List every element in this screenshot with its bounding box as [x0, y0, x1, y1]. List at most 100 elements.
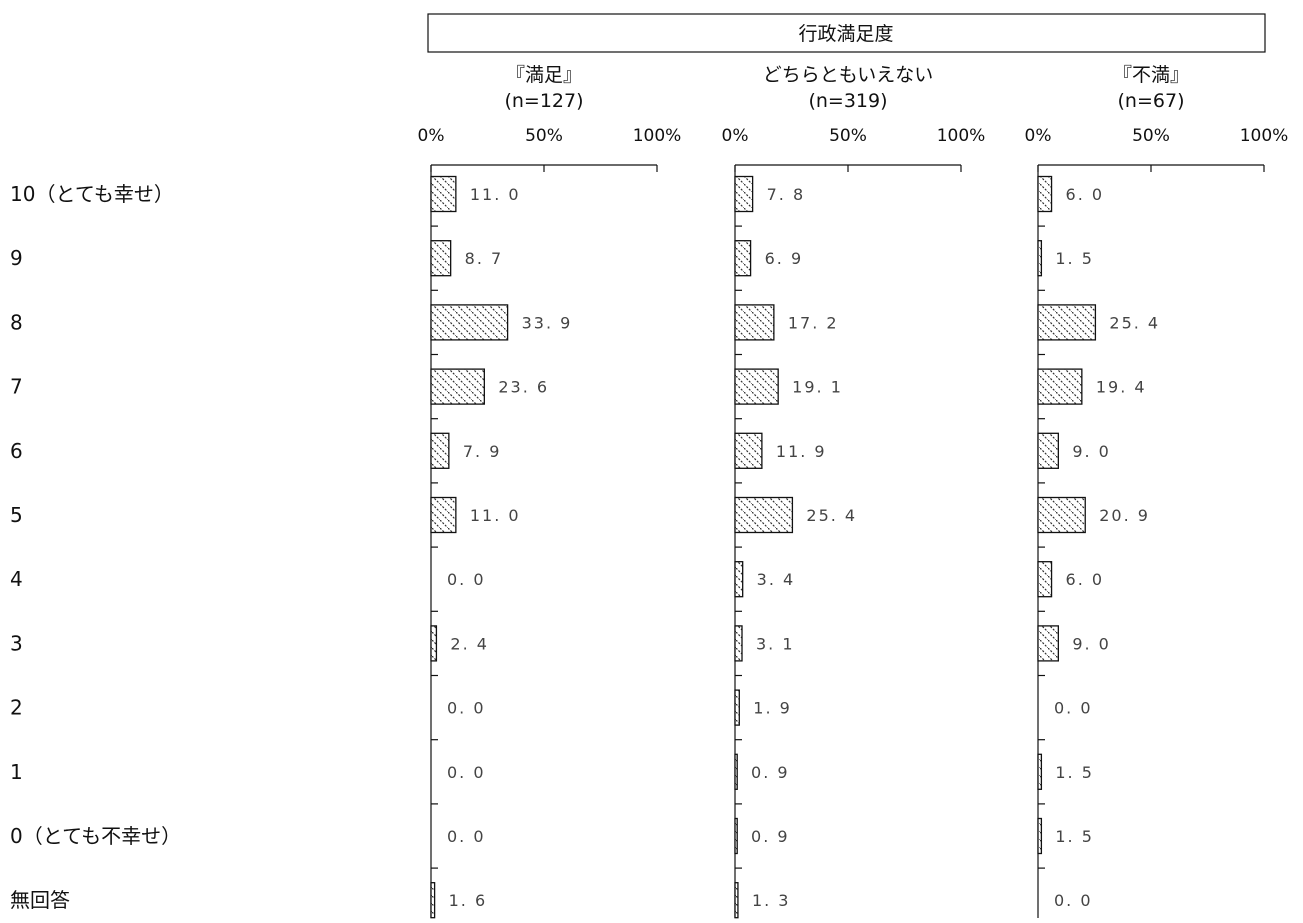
series-n-label: (n=319): [808, 90, 887, 112]
tick-label: 0%: [418, 126, 445, 146]
data-label: 1. 3: [752, 891, 791, 910]
bar: [734, 496, 794, 534]
category-label: 4: [10, 567, 23, 591]
data-label: 9. 0: [1072, 442, 1111, 461]
data-label: 25. 4: [806, 506, 857, 525]
panel-2: どちらともいえない (n=319) 0% 50% 100% 7. 8 6. 9 17. 2 19…: [722, 64, 986, 919]
category-label: 9: [10, 246, 23, 270]
bar: [734, 882, 739, 919]
data-label: 9. 0: [1072, 634, 1111, 653]
category-labels: 10（とても幸せ） 9 8 7 6 5 4 3 2 1 0（とても不幸せ） 無回答: [10, 182, 181, 912]
tick-label: 0%: [1025, 126, 1052, 146]
chart-title: 行政満足度: [798, 23, 893, 45]
bar: [734, 175, 754, 213]
data-label: 3. 4: [757, 570, 796, 589]
data-label: 6. 0: [1066, 570, 1105, 589]
data-label: 8. 7: [465, 249, 504, 268]
data-label: 0. 0: [1054, 699, 1093, 718]
category-label: 8: [10, 310, 23, 334]
chart-header: 行政満足度: [427, 13, 1266, 53]
tick-label: 50%: [1132, 126, 1170, 146]
bar: [734, 561, 744, 598]
bar: [1037, 368, 1083, 405]
data-label: 1. 5: [1055, 763, 1094, 782]
data-label: 2. 4: [450, 634, 489, 653]
bar: [734, 689, 740, 726]
data-label: 0. 0: [447, 570, 486, 589]
category-label: 0（とても不幸せ）: [10, 824, 181, 848]
data-label: 6. 9: [765, 249, 804, 268]
bar: [1037, 753, 1043, 790]
category-label: 3: [10, 631, 23, 655]
data-label: 20. 9: [1099, 506, 1150, 525]
chart-title-box: [427, 13, 1266, 53]
bar: [430, 368, 485, 405]
data-label: 7. 8: [767, 185, 806, 204]
data-label: 6. 0: [1066, 185, 1105, 204]
data-label: 0. 9: [751, 763, 790, 782]
bar: [1037, 175, 1053, 213]
data-label: 0. 9: [751, 827, 790, 846]
panel-3: 『不満』 (n=67) 0% 50% 100% 6. 0 1. 5 25. 4 19. 4 9. …: [1025, 64, 1289, 918]
bar: [430, 882, 436, 919]
data-label: 1. 9: [753, 699, 792, 718]
tick-label: 50%: [525, 126, 563, 146]
bar: [430, 496, 457, 534]
bar: [430, 240, 452, 277]
series-name: どちらともいえない: [763, 64, 934, 86]
bar: [734, 240, 752, 277]
data-label: 1. 5: [1055, 827, 1094, 846]
bar: [734, 432, 763, 469]
data-label: 11. 0: [470, 185, 521, 204]
bar: [1037, 496, 1086, 534]
series-n-label: (n=127): [504, 90, 583, 112]
bar: [1037, 304, 1097, 341]
data-label: 33. 9: [522, 313, 573, 332]
data-label: 25. 4: [1109, 313, 1160, 332]
bar: [1037, 625, 1059, 662]
panel-1: 『満足』 (n=127) 0% 50% 100% 11. 0 8. 7 33. 9 23. 6 7…: [418, 64, 682, 919]
data-label: 17. 2: [788, 313, 839, 332]
data-label: 11. 0: [470, 506, 521, 525]
bar: [430, 304, 509, 341]
category-label: 1: [10, 760, 23, 784]
data-label: 3. 1: [756, 634, 795, 653]
bar: [430, 432, 450, 469]
bar: [734, 625, 743, 662]
data-label: 0. 0: [447, 827, 486, 846]
data-label: 1. 5: [1055, 249, 1094, 268]
tick-label: 100%: [1240, 126, 1289, 146]
category-label: 無回答: [10, 888, 70, 912]
series-name: 『不満』: [1113, 64, 1189, 86]
data-label: 1. 6: [449, 891, 488, 910]
data-label: 7. 9: [463, 442, 502, 461]
bar: [430, 175, 457, 213]
data-label: 11. 9: [776, 442, 827, 461]
category-label: 5: [10, 503, 23, 527]
data-label: 19. 4: [1096, 378, 1147, 397]
data-label: 0. 0: [447, 763, 486, 782]
bar: [1037, 432, 1059, 469]
tick-label: 0%: [722, 126, 749, 146]
tick-label: 100%: [633, 126, 682, 146]
bar: [1037, 240, 1043, 277]
tick-label: 100%: [937, 126, 986, 146]
category-label: 6: [10, 439, 23, 463]
series-n-label: (n=67): [1118, 90, 1185, 112]
bar: [734, 753, 738, 790]
bar: [430, 625, 438, 662]
tick-label: 50%: [829, 126, 867, 146]
bar: [1037, 561, 1053, 598]
chart-panels: 『満足』 (n=127) 0% 50% 100% 11. 0 8. 7 33. 9 23. 6 7…: [418, 64, 1289, 919]
series-name: 『満足』: [506, 64, 582, 86]
bar: [734, 368, 779, 405]
data-label: 19. 1: [792, 378, 843, 397]
data-label: 23. 6: [498, 378, 549, 397]
category-label: 10（とても幸せ）: [10, 182, 174, 206]
bar: [734, 817, 738, 855]
bar: [1037, 817, 1043, 855]
data-label: 0. 0: [1054, 891, 1093, 910]
category-label: 2: [10, 696, 23, 720]
category-label: 7: [10, 375, 23, 399]
